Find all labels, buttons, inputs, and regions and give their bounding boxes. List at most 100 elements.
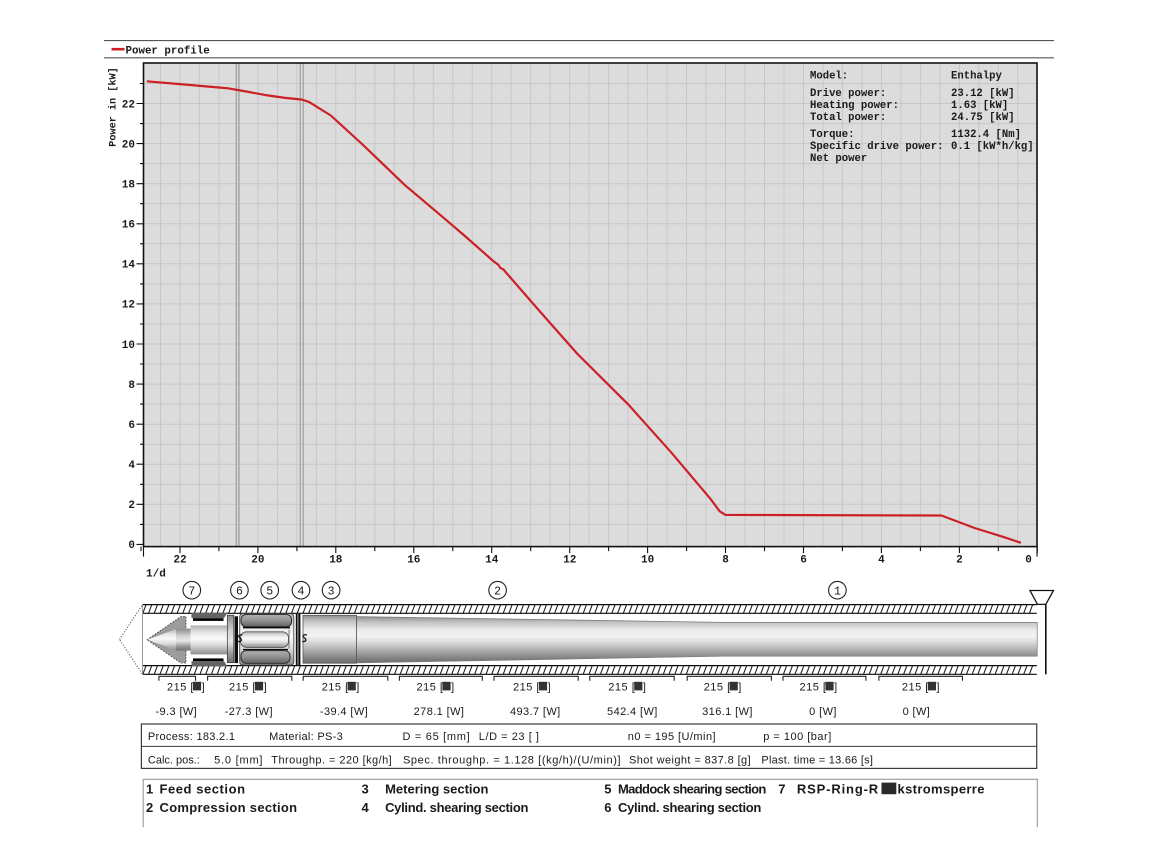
- svg-text:Material: PS-3: Material: PS-3: [269, 731, 343, 743]
- svg-text:215 [: 215 [: [322, 681, 349, 693]
- svg-text:3: 3: [328, 585, 335, 598]
- svg-text:L/D = 23 [ ]: L/D = 23 [ ]: [479, 731, 540, 743]
- svg-text:Plast. time = 13.66 [s]: Plast. time = 13.66 [s]: [761, 755, 873, 767]
- svg-text:p = 100 [bar]: p = 100 [bar]: [763, 731, 832, 743]
- svg-text:316.1 [W]: 316.1 [W]: [702, 706, 753, 718]
- svg-text:Metering section: Metering section: [385, 781, 488, 796]
- svg-text:Power profile: Power profile: [126, 46, 210, 58]
- svg-text:2: 2: [128, 500, 135, 512]
- svg-text:215 [: 215 [: [167, 681, 194, 693]
- svg-text:]: ]: [202, 681, 206, 693]
- svg-text:24.75 [kW]: 24.75 [kW]: [951, 112, 1015, 124]
- svg-text:]: ]: [356, 681, 360, 693]
- svg-text:Maddock shearing section: Maddock shearing section: [618, 781, 766, 796]
- svg-text:215 [: 215 [: [608, 681, 635, 693]
- svg-text:Process: 183.2.1: Process: 183.2.1: [148, 731, 235, 743]
- svg-text:D = 65 [mm]: D = 65 [mm]: [403, 731, 471, 743]
- svg-text:-39.4 [W]: -39.4 [W]: [320, 706, 368, 718]
- svg-text:Torque:: Torque:: [810, 129, 855, 141]
- svg-text:0: 0: [128, 540, 135, 552]
- svg-text:-9.3 [W]: -9.3 [W]: [155, 706, 197, 718]
- svg-text:Throughp. = 220 [kg/h]: Throughp. = 220 [kg/h]: [271, 755, 392, 767]
- svg-text:Power in [kW]: Power in [kW]: [108, 67, 120, 146]
- svg-text:Shot weight = 837.8 [g]: Shot weight = 837.8 [g]: [629, 755, 751, 767]
- svg-text:0 [W]: 0 [W]: [903, 706, 931, 718]
- svg-text:6: 6: [800, 554, 807, 566]
- svg-text:20: 20: [251, 554, 264, 566]
- svg-text:22: 22: [122, 99, 135, 111]
- svg-text:18: 18: [329, 554, 343, 566]
- svg-text:16: 16: [407, 554, 420, 566]
- svg-text:10: 10: [122, 340, 135, 352]
- svg-text:Total power:: Total power:: [810, 112, 886, 124]
- svg-text:5: 5: [604, 781, 611, 796]
- svg-text:]: ]: [834, 681, 838, 693]
- svg-text:5.0 [mm]: 5.0 [mm]: [214, 755, 263, 767]
- svg-text:1.63 [kW]: 1.63 [kW]: [951, 100, 1008, 112]
- svg-text:Specific drive power:: Specific drive power:: [810, 141, 944, 153]
- svg-text:]: ]: [643, 681, 647, 693]
- svg-text:n0 = 195 [U/min]: n0 = 195 [U/min]: [628, 731, 716, 743]
- svg-text:215 [: 215 [: [704, 681, 731, 693]
- svg-text:6: 6: [604, 800, 611, 815]
- svg-text:2: 2: [494, 585, 501, 598]
- svg-text:16: 16: [122, 220, 135, 232]
- svg-text:Spec. throughp. = 1.128 [(kg/h: Spec. throughp. = 1.128 [(kg/h)/(U/min)]: [403, 755, 621, 767]
- svg-text:Cylind. shearing section: Cylind. shearing section: [618, 800, 761, 815]
- svg-text:10: 10: [641, 554, 654, 566]
- svg-text:215 [: 215 [: [513, 681, 540, 693]
- svg-text:0 [W]: 0 [W]: [809, 706, 837, 718]
- svg-text:7: 7: [188, 585, 195, 598]
- svg-text:542.4 [W]: 542.4 [W]: [607, 706, 658, 718]
- svg-text:22: 22: [173, 554, 186, 566]
- svg-text:-27.3 [W]: -27.3 [W]: [225, 706, 273, 718]
- svg-text:23.12 [kW]: 23.12 [kW]: [951, 88, 1015, 100]
- svg-text:]: ]: [548, 681, 552, 693]
- svg-text:8: 8: [722, 554, 729, 566]
- svg-text:1/d: 1/d: [146, 569, 166, 581]
- svg-text:Cylind. shearing section: Cylind. shearing section: [385, 800, 528, 815]
- svg-text:215 [: 215 [: [902, 681, 929, 693]
- svg-text:8: 8: [128, 380, 135, 392]
- svg-text:4: 4: [128, 460, 135, 472]
- svg-text:18: 18: [122, 180, 136, 192]
- svg-text:]: ]: [738, 681, 742, 693]
- svg-text:12: 12: [563, 554, 576, 566]
- svg-text:215 [: 215 [: [417, 681, 444, 693]
- svg-text:RSP-Ring-R: RSP-Ring-R: [797, 781, 879, 796]
- svg-text:Heating power:: Heating power:: [810, 100, 899, 112]
- svg-text:0: 0: [1025, 554, 1032, 566]
- svg-text:1: 1: [834, 585, 841, 598]
- svg-text:4: 4: [362, 800, 370, 815]
- svg-text:Model:: Model:: [810, 70, 848, 82]
- svg-text:Calc. pos.:: Calc. pos.:: [148, 755, 200, 767]
- svg-text:Feed section: Feed section: [160, 781, 246, 796]
- svg-text:0.1 [kW*h/kg]: 0.1 [kW*h/kg]: [951, 141, 1034, 153]
- svg-text:5: 5: [266, 585, 273, 598]
- svg-text:kstromsperre: kstromsperre: [898, 781, 985, 796]
- svg-text:]: ]: [451, 681, 455, 693]
- svg-text:493.7 [W]: 493.7 [W]: [510, 706, 561, 718]
- svg-text:2: 2: [956, 554, 963, 566]
- svg-text:6: 6: [236, 585, 243, 598]
- svg-text:12: 12: [122, 300, 135, 312]
- svg-text:Drive power:: Drive power:: [810, 88, 886, 100]
- svg-text:2: 2: [146, 800, 153, 815]
- svg-text:4: 4: [878, 554, 885, 566]
- svg-text:]: ]: [937, 681, 941, 693]
- svg-text:14: 14: [485, 554, 499, 566]
- svg-text:Compression section: Compression section: [160, 800, 298, 815]
- svg-text:7: 7: [778, 781, 785, 796]
- svg-text:215 [: 215 [: [800, 681, 827, 693]
- svg-text:1: 1: [146, 781, 153, 796]
- svg-text:4: 4: [298, 585, 305, 598]
- svg-text:215 [: 215 [: [229, 681, 256, 693]
- svg-text:1132.4 [Nm]: 1132.4 [Nm]: [951, 129, 1021, 141]
- svg-text:278.1 [W]: 278.1 [W]: [414, 706, 465, 718]
- svg-text:3: 3: [362, 781, 369, 796]
- svg-text:14: 14: [122, 260, 136, 272]
- svg-text:Net power: Net power: [810, 153, 867, 165]
- svg-text:6: 6: [128, 420, 135, 432]
- svg-text:]: ]: [264, 681, 268, 693]
- svg-text:Enthalpy: Enthalpy: [951, 70, 1003, 82]
